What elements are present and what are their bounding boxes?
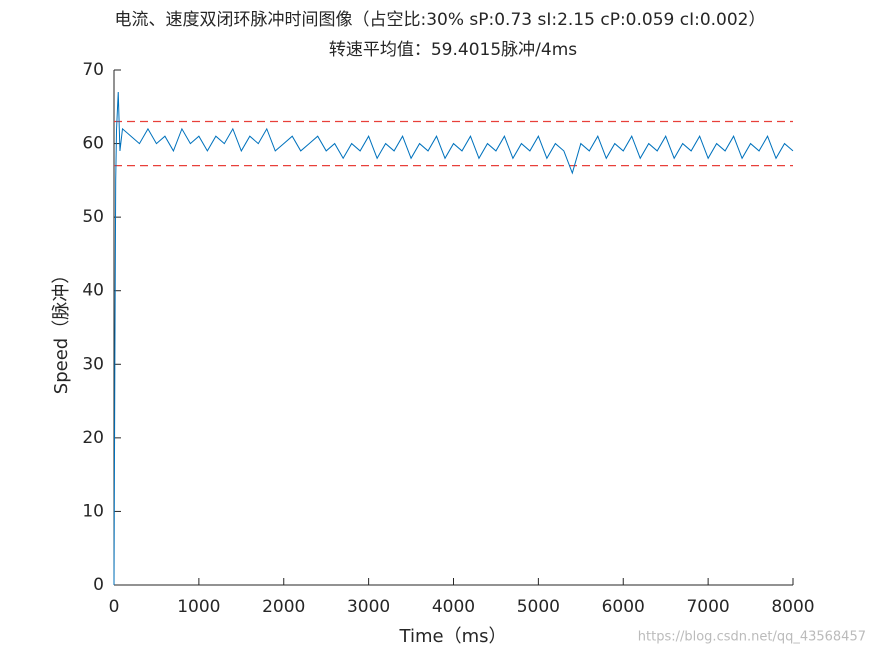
chart-title: 电流、速度双闭环脉冲时间图像（占空比:30% sP:0.73 sI:2.15 c…: [114, 10, 765, 30]
data-line: [113, 92, 794, 586]
x-tick-label: 3000: [347, 597, 390, 617]
watermark: https://blog.csdn.net/qq_43568457: [638, 630, 866, 645]
x-tick-label: 1000: [177, 597, 220, 617]
y-tick-label: 0: [93, 575, 104, 595]
y-tick-label: 20: [82, 428, 104, 448]
x-tick-label: 2000: [262, 597, 305, 617]
y-tick-label: 70: [82, 60, 104, 80]
x-tick-label: 0: [109, 597, 120, 617]
x-tick-label: 7000: [686, 597, 729, 617]
y-tick-label: 40: [82, 281, 104, 301]
x-tick-label: 8000: [771, 597, 814, 617]
chart-subtitle: 转速平均值：59.4015脉冲/4ms: [329, 40, 577, 60]
y-tick-label: 50: [82, 207, 104, 227]
x-tick-label: 6000: [602, 597, 645, 617]
y-tick-label: 60: [82, 134, 104, 154]
x-tick-label: 5000: [517, 597, 560, 617]
x-tick-label: 4000: [432, 597, 475, 617]
x-axis-label: Time（ms）: [399, 626, 507, 647]
y-axis-label: Speed（脉冲）: [51, 266, 72, 394]
y-tick-label: 10: [82, 501, 104, 521]
y-tick-label: 30: [82, 354, 104, 374]
